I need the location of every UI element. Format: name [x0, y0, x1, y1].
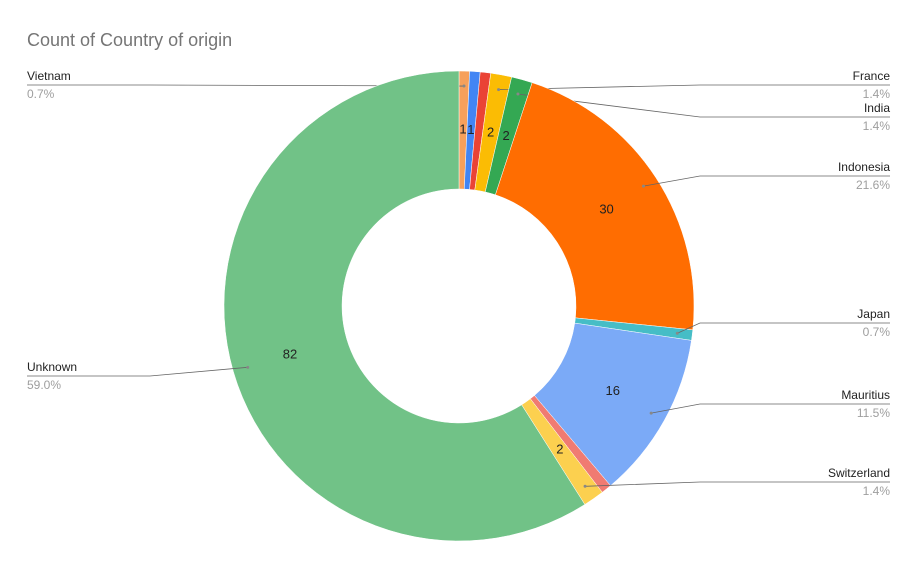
leader-dot — [462, 84, 466, 88]
leader-line — [677, 322, 890, 334]
value-label: 30 — [599, 202, 613, 217]
value-label: 2 — [503, 128, 510, 143]
slice — [495, 82, 695, 331]
value-label: 1 — [459, 121, 466, 136]
percent-label: 0.7% — [863, 325, 891, 339]
legend-label: India — [864, 101, 890, 115]
legend-label: Vietnam — [27, 69, 71, 83]
leader-line — [651, 403, 890, 414]
percent-label: 1.4% — [863, 484, 891, 498]
percent-label: 59.0% — [27, 378, 61, 392]
percent-label: 1.4% — [863, 87, 891, 101]
percent-label: 11.5% — [857, 406, 890, 420]
leader-line — [498, 84, 890, 90]
leader-line — [643, 175, 890, 187]
leader-line — [27, 366, 248, 377]
slice — [223, 70, 586, 542]
legend-label: France — [853, 69, 891, 83]
leader-dot — [497, 88, 501, 92]
legend-label: Indonesia — [838, 160, 890, 174]
percent-label: 1.4% — [863, 119, 891, 133]
percent-label: 0.7% — [27, 87, 55, 101]
leader-dot — [516, 92, 520, 96]
value-label: 82 — [283, 347, 297, 362]
chart-title: Count of Country of origin — [27, 30, 232, 50]
leader-line — [517, 93, 890, 118]
leader-line — [585, 481, 890, 487]
leader-dot — [246, 365, 250, 369]
value-label: 2 — [556, 442, 563, 457]
value-label: 16 — [605, 383, 619, 398]
leader-dot — [675, 331, 679, 335]
legend-label: Japan — [857, 307, 890, 321]
legend-label: Switzerland — [828, 466, 890, 480]
leader-line — [27, 84, 464, 87]
legend-label: Mauritius — [841, 388, 890, 402]
value-label: 2 — [487, 124, 494, 139]
leader-dot — [641, 184, 645, 188]
value-label: 1 — [467, 122, 474, 137]
percent-label: 21.6% — [856, 178, 890, 192]
leader-dot — [583, 484, 587, 488]
legend-label: Unknown — [27, 360, 77, 374]
leader-dot — [649, 411, 653, 415]
